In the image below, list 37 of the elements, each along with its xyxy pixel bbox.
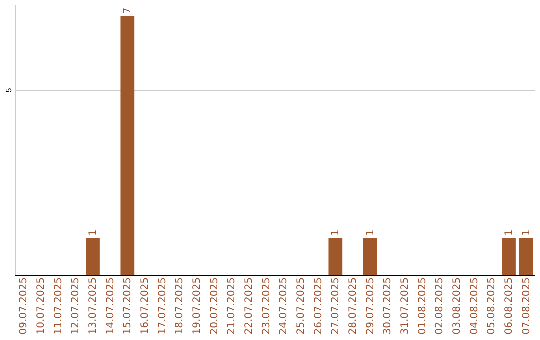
- x-tick-label: 15.07.2025: [122, 278, 134, 335]
- x-tick-label: 23.07.2025: [261, 278, 272, 335]
- x-tick-label: 01.08.2025: [417, 278, 428, 335]
- x-tick-label: 14.07.2025: [105, 278, 116, 335]
- x-tick-label: 21.07.2025: [226, 278, 238, 335]
- x-tick-label: 31.07.2025: [400, 278, 411, 335]
- x-tick-label: 27.07.2025: [330, 278, 342, 335]
- x-tick-label: 07.08.2025: [521, 278, 532, 335]
- x-tick-label: 10.07.2025: [36, 278, 47, 335]
- data-label: 7: [122, 8, 134, 14]
- x-tick-label: 29.07.2025: [365, 278, 376, 335]
- x-tick-label: 25.07.2025: [296, 278, 307, 335]
- y-tick-label: 5: [4, 88, 14, 93]
- x-tick-label: 03.08.2025: [452, 278, 463, 335]
- x-tick-label: 02.08.2025: [434, 278, 446, 335]
- data-label: 1: [504, 230, 515, 236]
- x-tick-label: 22.07.2025: [244, 278, 255, 335]
- x-tick-label: 06.08.2025: [504, 278, 515, 335]
- x-tick-label: 12.07.2025: [70, 278, 82, 335]
- x-tick-label: 16.07.2025: [140, 278, 151, 335]
- x-tick-label: 28.07.2025: [348, 278, 359, 335]
- x-tick-label: 30.07.2025: [382, 278, 394, 335]
- x-tick-label: 05.08.2025: [486, 278, 498, 335]
- x-tick-label: 09.07.2025: [18, 278, 30, 335]
- x-tick-label: 26.07.2025: [313, 278, 324, 335]
- x-tick-label: 20.07.2025: [209, 278, 220, 335]
- x-tick-label: 17.07.2025: [157, 278, 168, 335]
- x-tick-label: 24.07.2025: [278, 278, 290, 335]
- x-tick-label: 18.07.2025: [174, 278, 186, 335]
- x-tick-label: 11.07.2025: [53, 278, 64, 335]
- data-label: 1: [88, 230, 99, 236]
- x-tick-label: 13.07.2025: [88, 278, 99, 335]
- x-tick-label: 19.07.2025: [192, 278, 203, 335]
- data-label: 1: [365, 230, 376, 236]
- data-label: 1: [330, 230, 342, 236]
- x-tick-label: 04.08.2025: [469, 278, 480, 335]
- data-label: 1: [521, 230, 532, 236]
